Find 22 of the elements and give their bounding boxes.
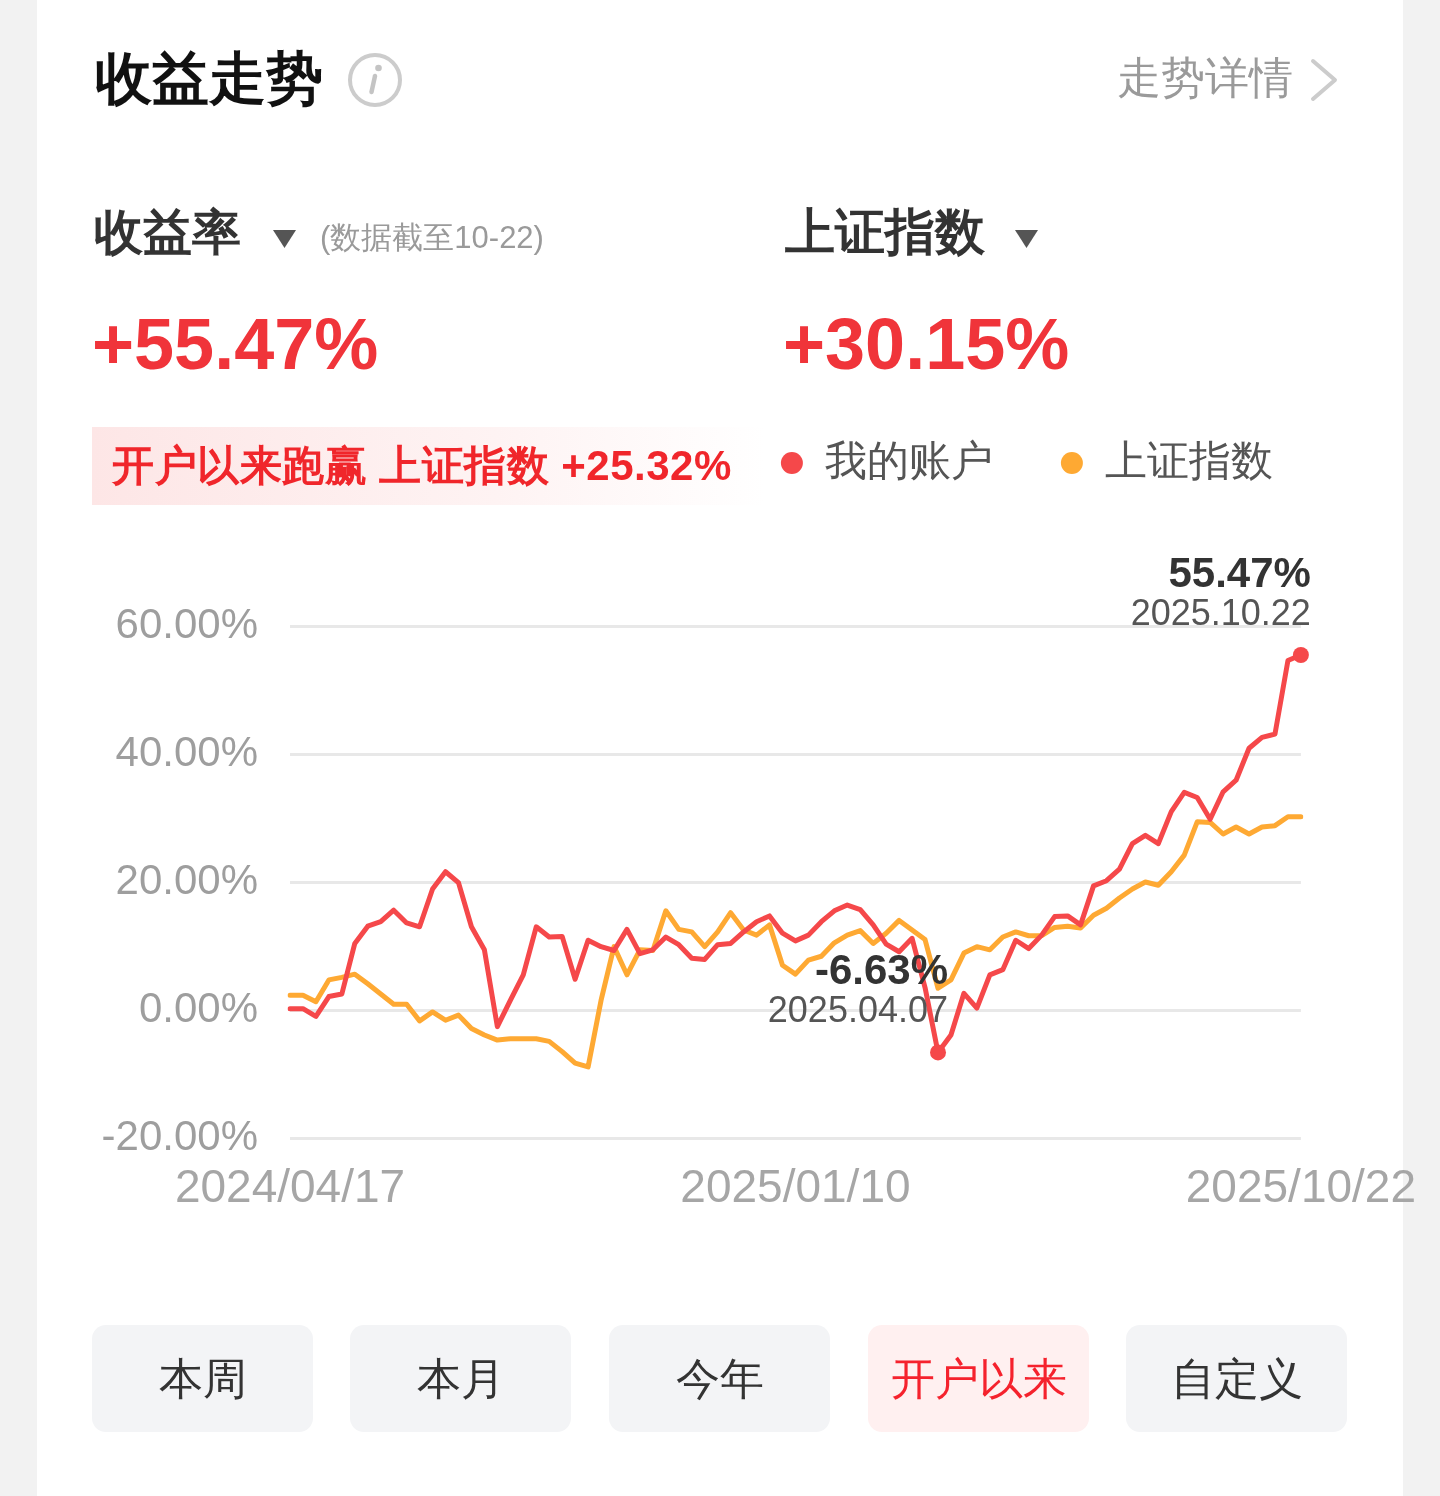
x-tick-label: 2024/04/17: [174, 1160, 406, 1213]
tab-button[interactable]: 本月: [350, 1325, 571, 1432]
text: +55.47%: [92, 304, 379, 384]
text: 收益率: [94, 205, 241, 259]
y-tick-label: 0.00%: [138, 983, 258, 1031]
legend-label: 上证指数: [1104, 436, 1273, 484]
x-tick-label: 2025/01/10: [680, 1160, 911, 1213]
y-tick-label: 20.00%: [115, 855, 258, 903]
text: +30.15%: [783, 304, 1070, 384]
y-tick-label: 60.00%: [115, 599, 258, 647]
text: 上证指数: [785, 204, 985, 260]
text: (数据截至10-22): [320, 220, 544, 255]
x-tick-label: 2025/10/22: [1185, 1160, 1416, 1213]
tab-button[interactable]: 自定义: [1126, 1325, 1347, 1432]
chart-title: 收益走势: [95, 46, 323, 110]
y-tick-label: -20.00%: [101, 1111, 258, 1159]
legend-label: 我的账户: [824, 436, 993, 484]
text: 走势详情: [1117, 53, 1293, 102]
tab-button[interactable]: 本周: [92, 1325, 313, 1432]
y-tick-label: 40.00%: [115, 727, 258, 775]
tab-button[interactable]: 今年: [609, 1325, 830, 1432]
tab-button[interactable]: 开户以来: [868, 1325, 1089, 1432]
